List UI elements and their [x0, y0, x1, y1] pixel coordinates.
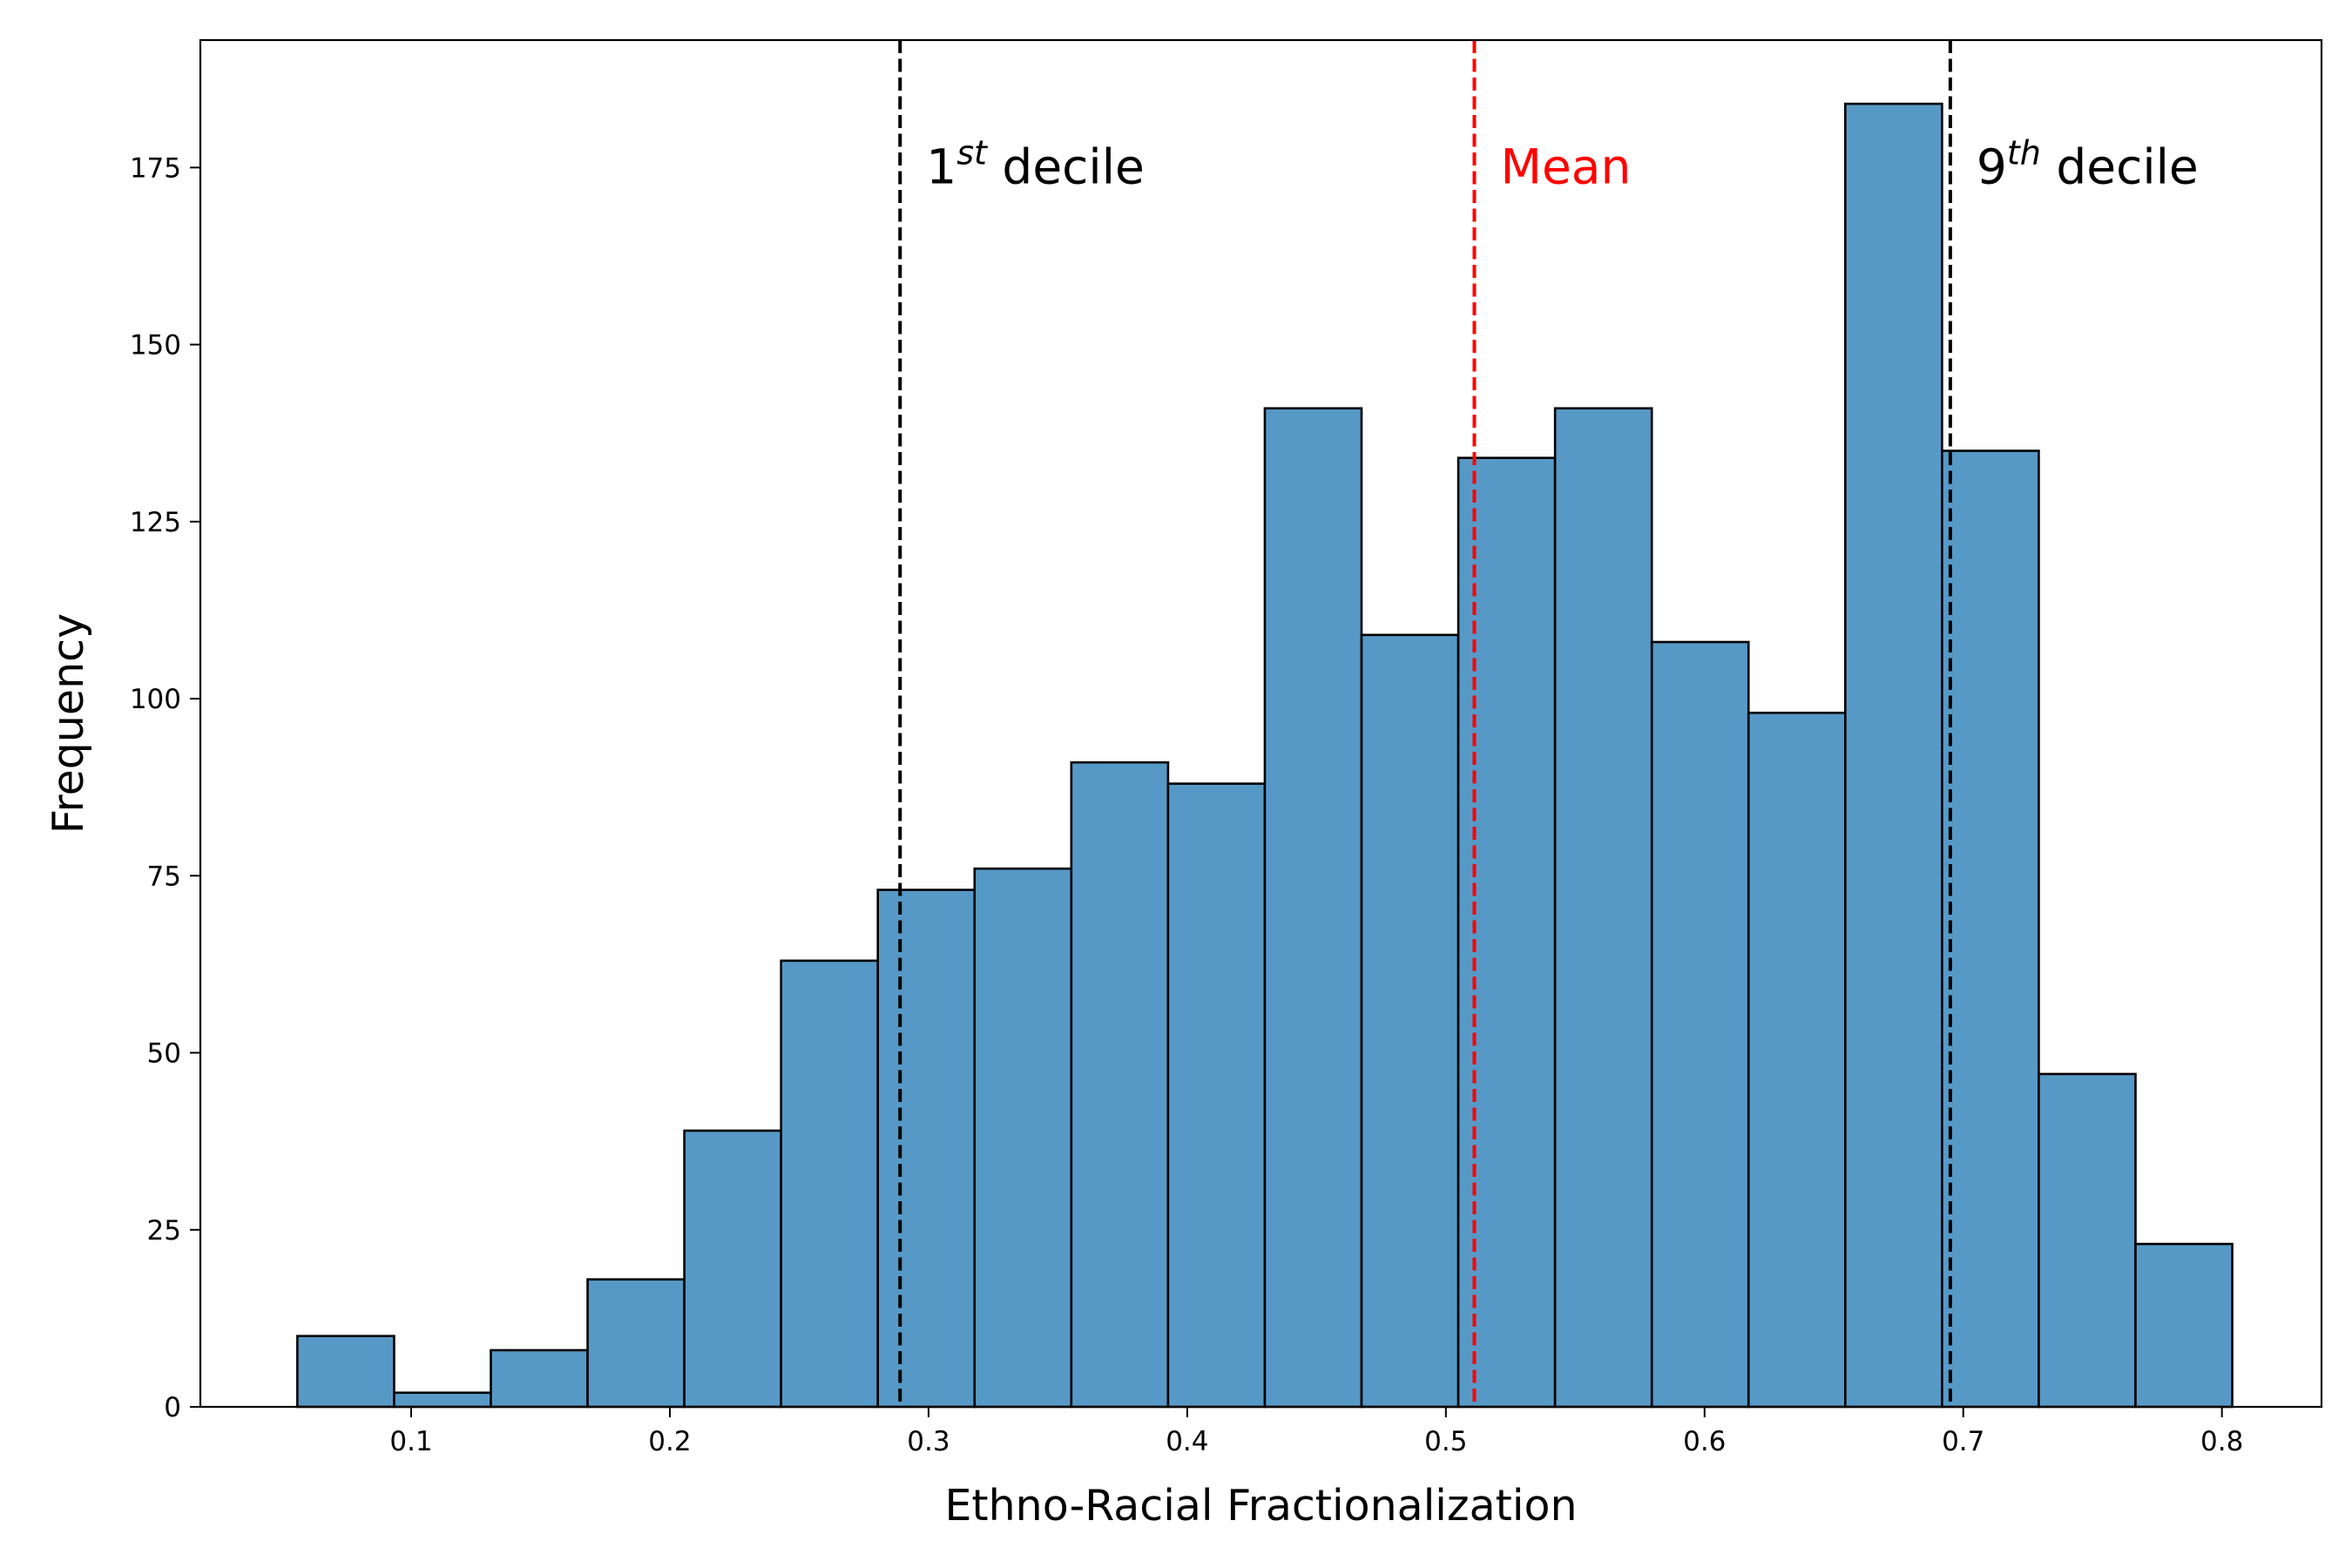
y-tick-label: 25	[147, 1215, 181, 1247]
y-tick-label: 75	[147, 861, 181, 892]
histogram-bar	[876, 889, 977, 1409]
histogram-bar	[1553, 407, 1653, 1409]
x-tick-label: 0.5	[1424, 1426, 1467, 1457]
histogram-bar	[1360, 633, 1460, 1409]
histogram-bar	[393, 1391, 492, 1409]
x-tick-label: 0.7	[1942, 1426, 1984, 1457]
histogram-bar	[1747, 712, 1847, 1409]
x-tick-label: 0.2	[648, 1426, 691, 1457]
histogram-bar	[1070, 760, 1170, 1409]
y-tick-label: 175	[130, 152, 181, 184]
x-tick-label: 0.6	[1683, 1426, 1726, 1457]
histogram-bar	[780, 959, 880, 1409]
y-tick-label: 150	[130, 330, 181, 362]
histogram-bar	[973, 867, 1073, 1409]
x-tick-label: 0.3	[907, 1426, 950, 1457]
x-tick-label: 0.1	[389, 1426, 432, 1457]
mean-label: Mean	[1500, 139, 1631, 194]
decile1-label: 1st decile	[926, 133, 1145, 194]
histogram-bars	[296, 102, 2234, 1409]
x-axis: 0.1 0.2 0.3 0.4 0.5 0.6 0.7 0.8	[389, 1407, 2243, 1457]
y-axis: 0 25 50 75 100 125 150 175	[130, 152, 200, 1423]
histogram-bar	[1941, 449, 2040, 1409]
x-tick-label: 0.8	[2200, 1426, 2243, 1457]
reference-lines	[898, 40, 1952, 1407]
y-axis-title: Frequency	[44, 613, 93, 834]
histogram-bar	[1650, 640, 1750, 1409]
reference-line-labels: 1st decile Mean 9th decile	[926, 133, 2198, 194]
y-tick-label: 100	[130, 684, 181, 715]
decile9-label: 9th decile	[1977, 133, 2199, 194]
histogram-bar	[490, 1348, 589, 1409]
y-tick-label: 0	[164, 1392, 181, 1423]
histogram-bar	[2134, 1242, 2234, 1409]
y-tick-label: 125	[130, 507, 181, 538]
histogram-bar	[296, 1335, 395, 1409]
histogram-bar	[1844, 102, 1943, 1409]
y-tick-label: 50	[147, 1038, 181, 1070]
histogram-bar	[1263, 407, 1363, 1409]
histogram-bar	[1166, 782, 1267, 1409]
histogram-bar	[683, 1129, 782, 1409]
x-tick-label: 0.4	[1166, 1426, 1208, 1457]
x-axis-title: Ethno-Racial Fractionalization	[944, 1481, 1577, 1531]
plot-frame	[199, 38, 2323, 1409]
histogram-bar	[2038, 1072, 2137, 1409]
histogram-bar	[586, 1278, 686, 1409]
